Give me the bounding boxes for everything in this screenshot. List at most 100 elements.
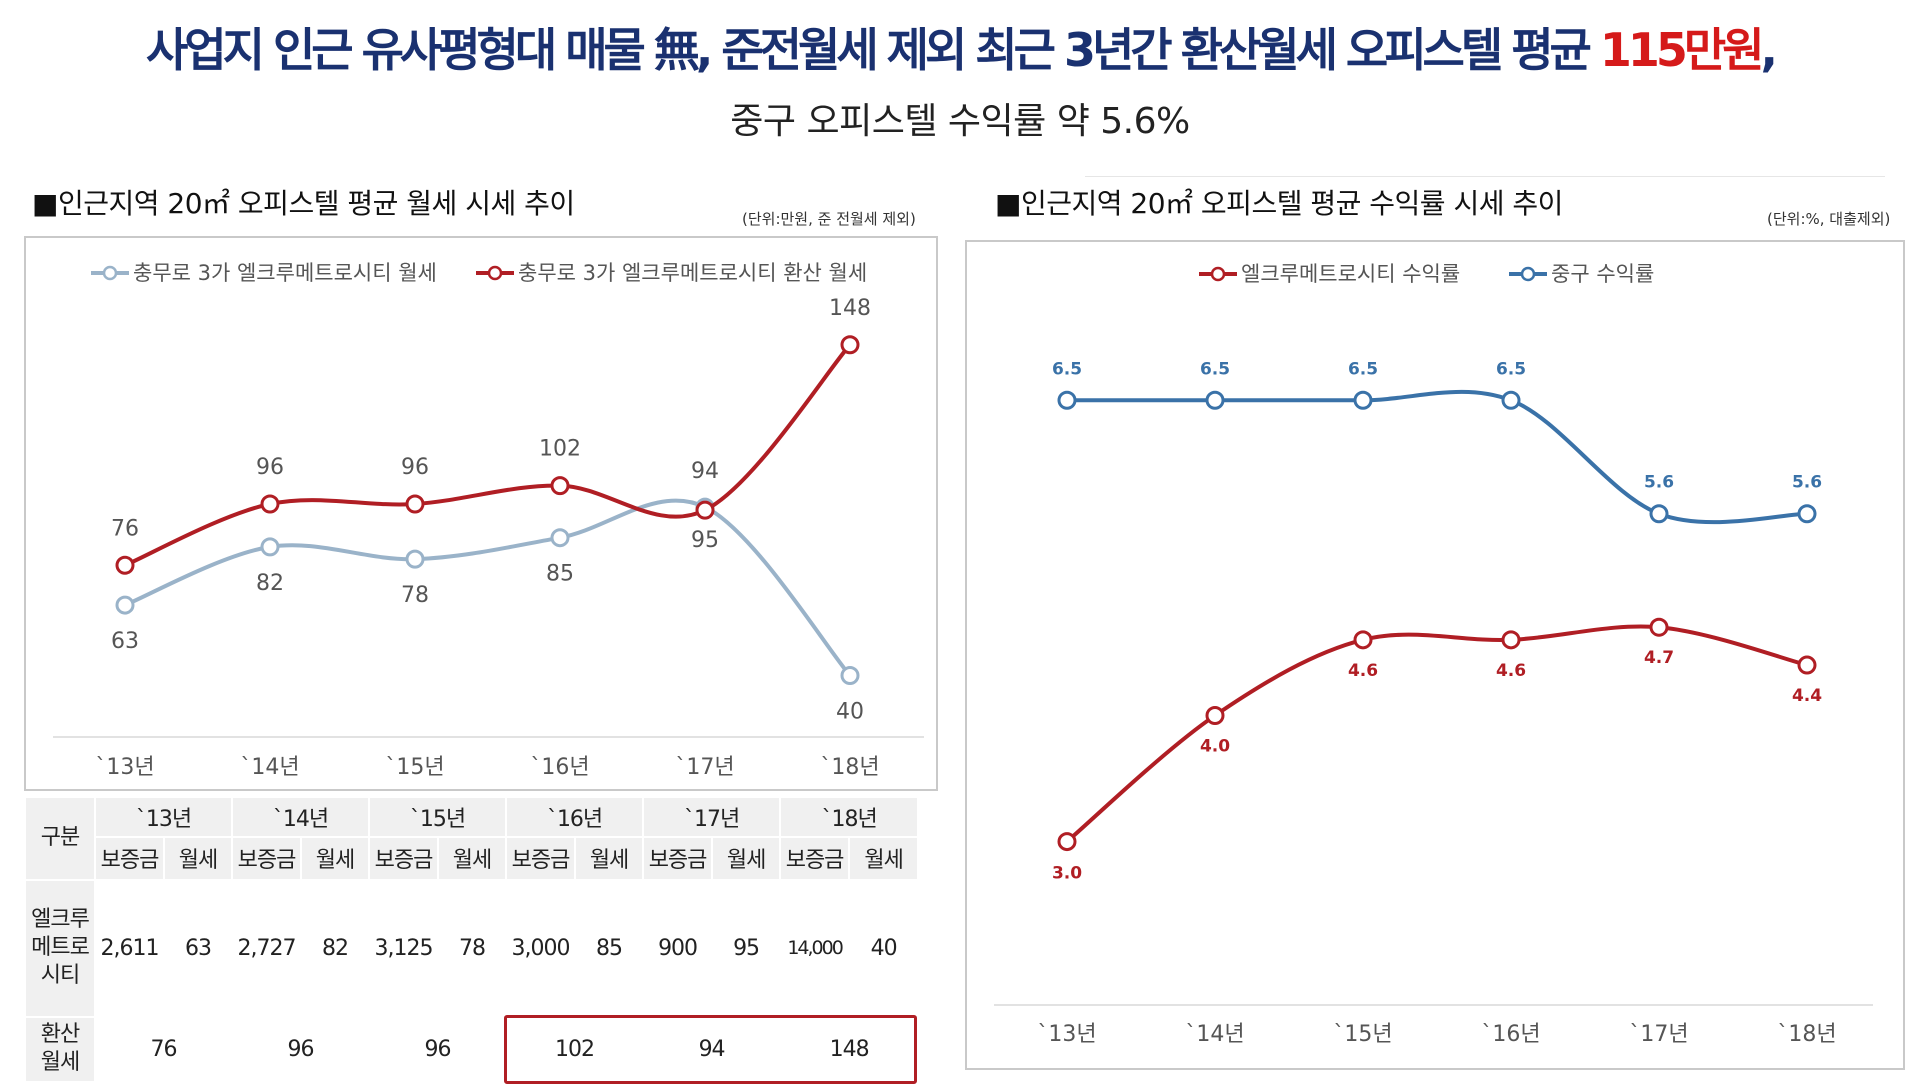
table-year: `14년: [231, 795, 371, 839]
data-point: [550, 528, 570, 548]
data-point: [260, 494, 280, 514]
table-cell: 96: [231, 1015, 371, 1084]
rent-data-table: 구분 `13년 `14년 `15년 `16년 `17년 `18년 보증금 월세 보…: [24, 795, 920, 1084]
legend-marker: [1520, 266, 1536, 282]
table-year: `16년: [505, 795, 645, 839]
table-cell: 78: [437, 878, 508, 1018]
series-line: [1065, 624, 1809, 844]
data-point: [1501, 390, 1521, 410]
legend-label: 중구 수익률: [1551, 262, 1654, 286]
x-tick-label: `16년: [530, 755, 589, 780]
table-header-sub: 보증금 월세 보증금 월세 보증금 월세 보증금 월세 보증금 월세 보증금 월세: [25, 836, 920, 881]
table-cell: 2,727: [231, 878, 303, 1018]
data-point: [115, 555, 135, 575]
data-label: 6.5: [1496, 359, 1526, 379]
data-label: 96: [256, 455, 284, 480]
legend-label: 엘크루메트로시티 수익률: [1241, 262, 1460, 286]
data-label: 4.0: [1200, 736, 1230, 756]
table-sub-deposit: 보증금: [779, 836, 851, 881]
subheadline: 중구 오피스텔 수익률 약 5.6%: [730, 101, 1190, 142]
data-label: 4.4: [1792, 686, 1822, 706]
x-tick-label: `14년: [1185, 1022, 1244, 1047]
right-chart-title: ■인근지역 20㎡ 오피스텔 평균 수익률 시세 추이: [995, 187, 1563, 220]
data-point: [405, 549, 425, 569]
table-cell: 40: [848, 878, 920, 1018]
data-point: [1797, 655, 1817, 675]
rent-line-chart: `13년 `14년 `15년 `16년 `17년 `18년 충무로 3가 엘크루메트로시티 …: [53, 261, 924, 780]
x-tick-label: `14년: [240, 755, 299, 780]
data-label: 3.0: [1052, 864, 1082, 884]
table-cell: 900: [642, 878, 714, 1018]
legend-marker: [1210, 266, 1226, 282]
data-point: [840, 335, 860, 355]
data-point: [260, 537, 280, 557]
x-tick-label: `18년: [820, 755, 879, 780]
data-label: 4.6: [1496, 661, 1526, 681]
data-label: 96: [401, 455, 429, 480]
series-line: [123, 498, 852, 678]
table-header-years: 구분 `13년 `14년 `15년 `16년 `17년 `18년: [24, 795, 920, 881]
data-point: [115, 595, 135, 615]
table-cell: 2,611: [94, 878, 165, 1018]
data-point: [1057, 832, 1077, 852]
table-cell: 94: [642, 1015, 782, 1084]
data-label: 85: [546, 562, 574, 587]
table-sub-rent: 월세: [300, 836, 371, 881]
table-row: 엘크루메트로시티 2,611 63 2,727 82 3,125 78 3,000 85…: [24, 878, 920, 1018]
x-tick-label: `17년: [675, 755, 734, 780]
table-cell: 63: [162, 878, 234, 1018]
data-point: [550, 476, 570, 496]
data-label: 5.6: [1644, 473, 1674, 493]
table-year: `18년: [779, 795, 920, 839]
x-tick-label: `13년: [1037, 1022, 1096, 1047]
left-unit-note: (단위:만원, 준 전월세 제외): [742, 210, 916, 228]
table-sub-deposit: 보증금: [505, 836, 577, 881]
data-point: [1501, 630, 1521, 650]
data-label: 5.6: [1792, 473, 1822, 493]
table-sub-rent: 월세: [711, 836, 782, 881]
table-sub-rent: 월세: [437, 836, 508, 881]
table-cell: 3,000: [505, 878, 577, 1018]
data-point: [405, 494, 425, 514]
data-label: 6.5: [1052, 359, 1082, 379]
data-label: 76: [111, 516, 139, 541]
headline-tail: ,: [1760, 23, 1779, 77]
table-corner: 구분: [24, 796, 96, 881]
data-label: 148: [829, 296, 871, 321]
x-tick-label: `15년: [1333, 1022, 1392, 1047]
data-label: 95: [691, 528, 719, 553]
series-line: [123, 342, 852, 568]
headline-text: 사업지 인근 유사평형대 매물 無, 준전월세 제외 최근 3년간 환산월세 오…: [145, 23, 1600, 77]
table-cell: 85: [574, 878, 645, 1018]
table-cell: 95: [711, 878, 782, 1018]
right-chart-panel: `13년 `14년 `15년 `16년 `17년 `18년 엘크루메트로시티 수익률 중구 수…: [965, 240, 1905, 1070]
left-chart-panel: `13년 `14년 `15년 `16년 `17년 `18년 충무로 3가 엘크루메트로시티 …: [24, 236, 938, 791]
data-point: [1353, 630, 1373, 650]
legend-label: 충무로 3가 엘크루메트로시티 환산 월세: [518, 261, 867, 285]
table-cell: 14,000: [779, 878, 851, 1018]
table-sub-deposit: 보증금: [368, 836, 440, 881]
table-sub-rent: 월세: [162, 836, 234, 881]
data-point: [1649, 617, 1669, 637]
x-tick-label: `17년: [1629, 1022, 1688, 1047]
data-label: 40: [836, 700, 864, 725]
x-tick-label: `18년: [1777, 1022, 1836, 1047]
data-point: [1353, 390, 1373, 410]
data-label: 6.5: [1200, 359, 1230, 379]
x-tick-label: `16년: [1481, 1022, 1540, 1047]
right-unit-note: (단위:%, 대출제외): [1767, 210, 1891, 228]
table-cell: 76: [93, 1015, 234, 1084]
data-point: [1205, 390, 1225, 410]
chart-legend: 충무로 3가 엘크루메트로시티 월세 충무로 3가 엘크루메트로시티 환산 월세: [91, 261, 867, 285]
left-chart-title: ■인근지역 20㎡ 오피스텔 평균 월세 시세 추이: [32, 187, 575, 220]
data-point: [1649, 504, 1669, 524]
legend-marker: [487, 265, 503, 281]
data-point: [695, 500, 715, 520]
table-sub-rent: 월세: [848, 836, 920, 881]
data-point: [840, 666, 860, 685]
divider: [1085, 176, 1885, 177]
data-label: 4.6: [1348, 661, 1378, 681]
table-sub-deposit: 보증금: [231, 836, 303, 881]
data-label: 102: [539, 437, 581, 462]
table-year: `17년: [642, 795, 782, 839]
